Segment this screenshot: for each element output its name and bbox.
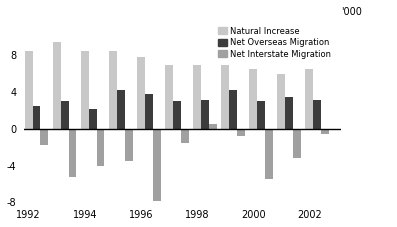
Bar <box>305 69 313 129</box>
Bar <box>40 129 48 146</box>
Bar <box>33 106 40 129</box>
Bar <box>137 57 145 129</box>
Bar <box>117 90 125 129</box>
Bar <box>237 129 245 136</box>
Legend: Natural Increase, Net Overseas Migration, Net Interstate Migration: Natural Increase, Net Overseas Migration… <box>218 27 331 59</box>
Bar <box>96 129 104 166</box>
Bar <box>125 129 133 161</box>
Bar <box>201 99 209 129</box>
Bar <box>61 101 69 129</box>
Bar <box>229 90 237 129</box>
Bar <box>221 65 229 129</box>
Bar <box>249 69 257 129</box>
Bar <box>209 124 217 129</box>
Bar <box>193 65 201 129</box>
Bar <box>293 129 301 158</box>
Bar <box>109 51 117 129</box>
Bar <box>313 99 321 129</box>
Bar <box>145 94 153 129</box>
Bar <box>81 51 89 129</box>
Bar <box>69 129 76 177</box>
Bar <box>173 101 181 129</box>
Bar <box>285 97 293 129</box>
Bar <box>265 129 273 180</box>
Bar <box>25 51 33 129</box>
Bar <box>278 74 285 129</box>
Bar <box>181 129 189 143</box>
Text: '000: '000 <box>341 7 362 17</box>
Bar <box>165 65 173 129</box>
Bar <box>257 101 265 129</box>
Bar <box>89 109 96 129</box>
Bar <box>53 42 61 129</box>
Bar <box>153 129 161 201</box>
Bar <box>321 129 329 133</box>
